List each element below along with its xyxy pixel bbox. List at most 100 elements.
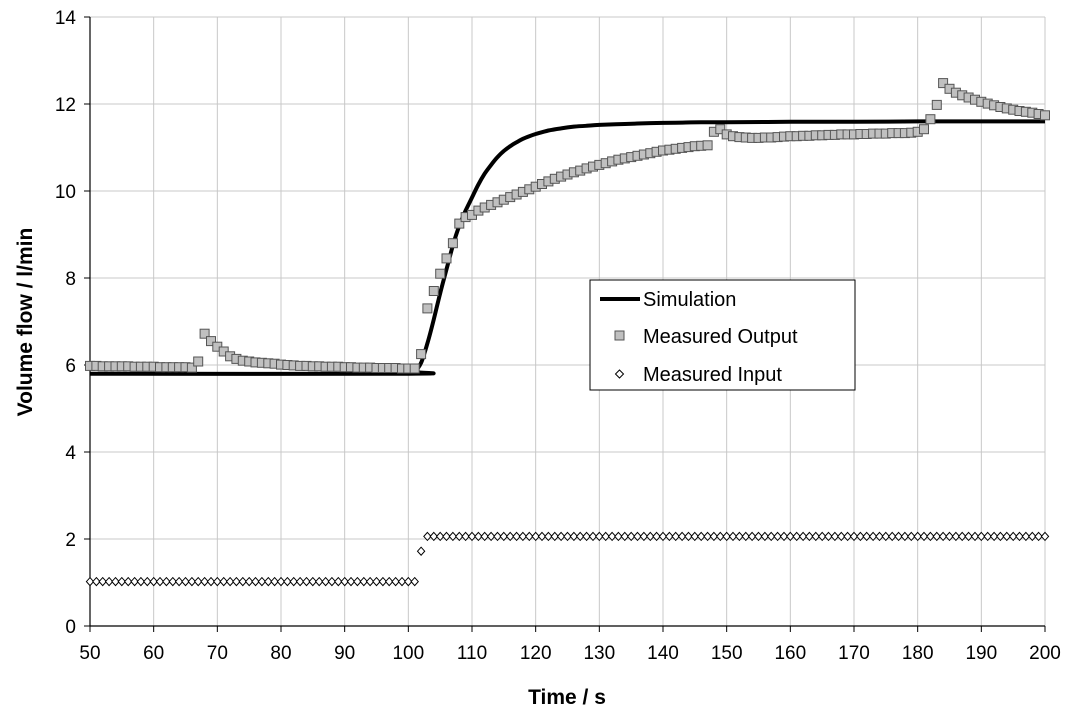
measured-input-point <box>391 576 400 587</box>
x-tick-label: 200 <box>1029 643 1061 664</box>
measured-input-point <box>626 531 636 542</box>
measured-input-point <box>467 531 477 542</box>
measured-input-point <box>754 531 763 542</box>
measured-output-point <box>447 238 458 249</box>
measured-input-point <box>957 531 967 542</box>
measured-input-point <box>213 576 222 587</box>
measured-input-point <box>862 531 871 542</box>
measured-input-point <box>1034 531 1043 542</box>
measured-input-point <box>582 531 591 542</box>
x-tick-label: 110 <box>457 643 487 664</box>
measured-input-point <box>665 531 674 542</box>
y-tick-label: 10 <box>55 182 76 203</box>
measured-output-point <box>422 303 433 314</box>
measured-output-point <box>409 363 420 374</box>
measured-input-point <box>353 576 362 587</box>
x-tick-label: 170 <box>838 643 870 664</box>
measured-input-point <box>499 531 509 542</box>
legend-measured-input-swatch <box>614 369 625 379</box>
measured-input-point <box>607 531 617 542</box>
x-tick-label: 160 <box>774 643 806 664</box>
measured-input-point <box>620 531 630 542</box>
measured-input-point <box>868 531 878 542</box>
measured-input-point <box>238 576 248 587</box>
measured-input-point <box>155 576 165 587</box>
measured-input-point <box>849 531 859 542</box>
measured-input-point <box>104 576 114 587</box>
measured-output-point <box>435 268 446 279</box>
measured-input-point <box>111 576 120 587</box>
measured-input-point <box>327 576 337 587</box>
measured-input-point <box>98 576 107 587</box>
measured-input-point <box>1008 531 1018 542</box>
measured-input-point <box>92 576 101 587</box>
measured-input-point <box>346 576 356 587</box>
x-tick-label: 70 <box>207 643 228 664</box>
measured-input-point <box>302 576 311 587</box>
measured-input-point <box>646 531 655 542</box>
measured-input-point <box>1015 531 1024 542</box>
measured-input-point <box>684 531 693 542</box>
measured-input-point <box>123 576 133 587</box>
measured-input-point <box>837 531 846 542</box>
measured-input-point <box>601 531 610 542</box>
measured-input-point <box>416 546 426 556</box>
measured-output-point <box>715 124 726 135</box>
measured-input-point <box>741 531 751 542</box>
measured-input-point <box>588 531 598 542</box>
measured-input-point <box>200 576 209 587</box>
measured-input-point <box>130 576 139 587</box>
legend-measured-input-label: Measured Input <box>643 364 782 386</box>
measured-input-point <box>671 531 680 542</box>
measured-input-point <box>696 531 706 542</box>
measured-input-point <box>289 576 298 587</box>
measured-input-point <box>766 531 776 542</box>
measured-input-point <box>747 531 757 542</box>
measured-input-point <box>728 531 738 542</box>
measured-input-point <box>932 531 942 542</box>
measured-input-point <box>512 531 521 542</box>
measured-input-point <box>85 576 95 587</box>
measured-input-point <box>773 531 782 542</box>
measured-input-point <box>907 531 916 542</box>
measured-input-point <box>575 531 585 542</box>
measured-output-point <box>441 253 452 264</box>
measured-input-point <box>442 531 451 542</box>
measured-output-point <box>938 78 949 89</box>
measured-input-point <box>404 576 413 587</box>
measured-input-point <box>856 531 865 542</box>
measured-input-point <box>550 531 560 542</box>
x-tick-label: 100 <box>392 643 424 664</box>
measured-input-point <box>174 576 184 587</box>
measured-input-point <box>817 531 827 542</box>
measured-input-point <box>493 531 502 542</box>
measured-input-point <box>894 531 903 542</box>
y-tick-label: 0 <box>65 617 76 638</box>
x-tick-label: 190 <box>965 643 997 664</box>
y-tick-label: 6 <box>65 356 76 377</box>
simulation-line <box>89 119 1045 376</box>
measured-input-point <box>384 576 394 587</box>
x-tick-label: 80 <box>270 643 291 664</box>
x-tick-label: 140 <box>647 643 679 664</box>
measured-input-point <box>881 531 891 542</box>
measured-input-point <box>340 576 349 587</box>
measured-input-point <box>193 576 203 587</box>
measured-output-point <box>199 328 210 339</box>
measured-input-point <box>162 576 171 587</box>
x-axis-title: Time / s <box>528 686 606 709</box>
measured-input-point <box>786 531 795 542</box>
y-tick-label: 8 <box>65 269 76 290</box>
measured-input-point <box>143 576 152 587</box>
measured-input-point <box>1002 531 1012 542</box>
measured-output-point <box>428 286 439 296</box>
measured-input-point <box>824 531 833 542</box>
measured-input-point <box>321 576 330 587</box>
measured-input-point <box>779 531 789 542</box>
series-simulation <box>89 119 1045 376</box>
x-tick-label: 60 <box>143 643 164 664</box>
measured-input-point <box>703 531 712 542</box>
measured-input-point <box>983 531 992 542</box>
measured-input-point <box>219 576 228 587</box>
measured-output-point <box>919 124 929 135</box>
